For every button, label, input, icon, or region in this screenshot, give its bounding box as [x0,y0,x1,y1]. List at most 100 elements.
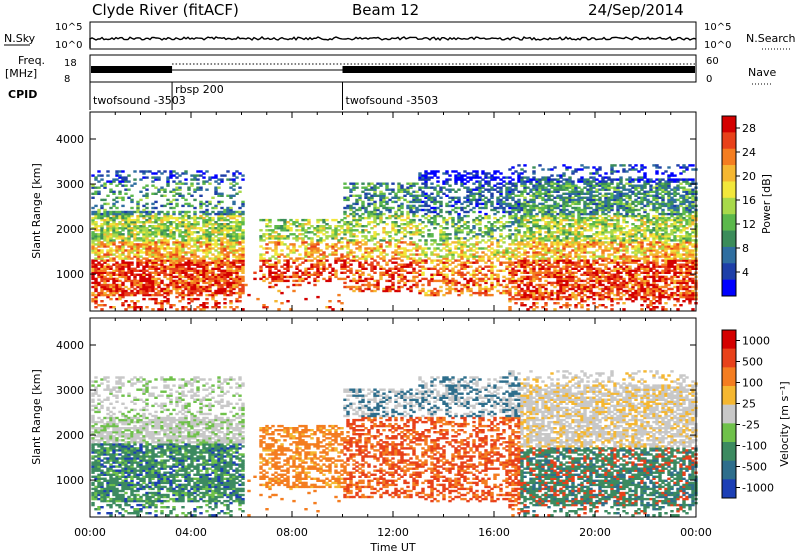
power-data-cell-4060 [502,237,506,240]
power-data-cell-234 [106,218,110,222]
power-data-cell-2778 [370,249,374,252]
power-data-cell-669 [139,210,143,214]
power-data-cell-82 [94,178,98,181]
power-data-cell-4759 [550,204,554,208]
power-data-cell-4902 [559,194,563,197]
power-data-cell-1789 [223,241,227,244]
power-data-cell-4375 [526,265,530,268]
power-data-cell-869 [154,229,158,232]
power-data-cell-2801 [373,265,377,268]
power-data-cell-4469 [532,249,536,252]
power-data-cell-2915 [385,241,389,244]
power-data-cell-2428 [322,229,326,232]
power-data-cell-914 [157,216,161,220]
power-data-cell-3788 [475,233,479,236]
power-data-cell-254 [109,273,113,276]
power-data-cell-2893 [382,227,386,230]
power-data-cell-2326 [307,273,311,276]
power-data-cell-361 [115,172,119,175]
power-data-cell-2286 [298,229,302,232]
power-data-cell-1644 [214,289,218,293]
power-data-cell-4283 [520,263,524,266]
power-data-cell-1864 [229,247,233,250]
power-data-cell-1547 [205,245,209,248]
power-data-cell-1000 [163,170,167,173]
power-data-cell-3191 [415,229,419,232]
power-data-cell-498 [127,265,131,268]
power-data-cell-4553 [538,273,542,276]
power-data-cell-3382 [436,289,440,293]
power-data-cell-136 [100,267,104,270]
power-data-cell-3580 [454,178,458,181]
power-data-cell-2371 [313,233,317,236]
power-data-cell-57 [94,263,98,266]
power-data-cell-2301 [301,227,305,230]
power-data-cell-2656 [355,194,359,197]
power-data-cell-3068 [403,281,407,285]
power-data-cell-3556 [454,281,458,285]
power-data-cell-2352 [310,243,314,246]
power-data-cell-1376 [193,271,197,274]
power-data-cell-1674 [214,188,218,191]
power-data-cell-95 [97,261,101,264]
power-data-cell-2886 [382,255,386,258]
power-data-cell-1699 [217,253,221,256]
power-data-cell-3289 [424,180,428,183]
power-data-cell-2567 [346,227,350,230]
power-data-cell-4568 [538,235,542,238]
power-data-cell-4728 [550,297,554,301]
power-data-cell-3112 [406,188,410,191]
power-data-cell-2680 [358,214,362,218]
power-data-cell-2398 [316,218,320,222]
power-data-cell-2448 [328,300,332,303]
power-data-cell-3326 [430,267,434,270]
power-data-cell-4707 [547,223,551,226]
power-data-cell-4604 [541,255,545,258]
power-data-cell-4104 [508,300,512,303]
power-data-cell-3052 [400,231,404,234]
power-data-cell-3611 [457,196,461,199]
power-data-cell-4689 [547,269,551,272]
power-data-cell-345 [115,233,119,236]
power-data-cell-4837 [556,243,560,246]
power-data-cell-935 [160,265,164,268]
power-data-cell-4245 [517,243,521,246]
power-data-cell-242 [106,174,110,177]
power-data-cell-3265 [424,277,428,281]
power-data-cell-2551 [346,285,350,289]
power-data-cell-2847 [376,194,380,197]
power-data-cell-2115 [268,221,272,224]
power-data-cell-3860 [481,190,485,193]
power-data-cell-3769 [472,176,476,179]
power-data-cell-2200 [283,243,287,246]
power-data-cell-5 [91,281,95,285]
power-data-cell-1339 [190,275,194,279]
power-data-cell-4809 [553,186,557,189]
power-data-cell-180 [103,259,107,262]
power-data-cell-833 [151,202,155,206]
power-data-cell-2536 [343,245,347,248]
power-data-cell-4057 [502,251,506,254]
power-data-cell-1216 [181,279,185,283]
power-data-cell-2588 [349,241,353,244]
power-data-cell-2077 [262,253,266,256]
power-data-cell-3324 [430,275,434,279]
power-data-cell-421 [121,259,125,262]
power-data-cell-787 [148,233,152,236]
power-data-cell-1175 [178,267,182,270]
power-data-cell-3142 [409,186,413,189]
power-data-cell-2303 [301,223,305,226]
power-data-cell-1389 [193,241,197,244]
power-data-cell-3232 [418,172,422,175]
power-data-cell-1405 [193,188,197,191]
power-data-cell-1744 [220,243,224,246]
power-data-cell-1526 [205,302,209,305]
power-data-cell-4817 [556,291,560,295]
power-data-cell-146 [100,241,104,244]
power-data-cell-3148 [412,275,416,279]
power-data-cell-45 [94,293,98,297]
power-data-cell-2342 [310,267,314,270]
power-data-cell-1059 [169,257,173,260]
power-data-cell-141 [100,255,104,258]
power-data-cell-386 [118,235,122,238]
